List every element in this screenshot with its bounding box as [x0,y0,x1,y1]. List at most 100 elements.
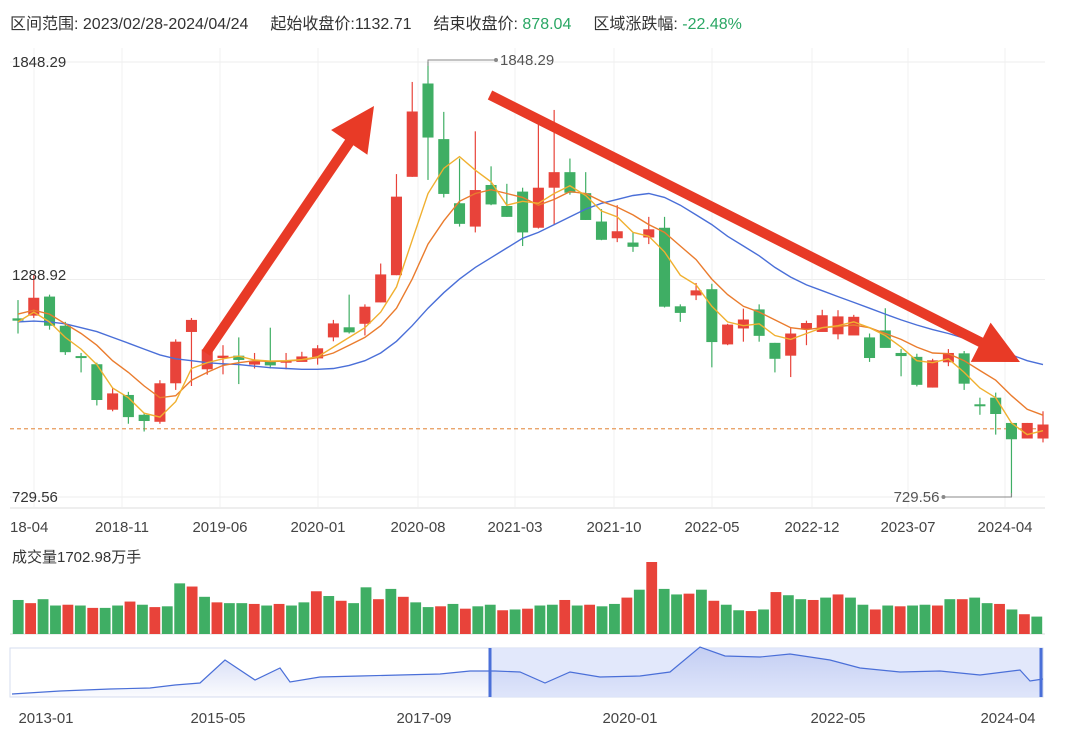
candle-body [548,172,560,188]
volume-bar-75 [944,599,956,634]
volume-bar-78 [981,603,993,634]
candle-body [185,319,197,332]
volume-bar-10 [137,604,148,634]
nav-label-4: 2022-05 [810,710,865,727]
candle-body [12,318,24,321]
candle-body [122,394,134,418]
candle-37 [595,209,607,241]
volume-bar-40 [509,609,521,634]
candle-8 [138,412,150,432]
max-leader-line [427,59,496,66]
change-value: -22.48% [682,16,742,33]
range-navigator[interactable] [9,646,1044,698]
candle-body [785,333,797,356]
nav-label-1: 2015-05 [190,710,245,727]
volume-bar-4 [62,604,74,634]
candle-30 [485,166,497,206]
candle-body [1021,422,1033,439]
volume-bar-49 [621,597,633,634]
volume-bar-18 [236,603,248,634]
volume-bar-39 [497,610,509,634]
volume-bar-82 [1031,616,1043,634]
volume-bar-64 [807,599,819,634]
volume-bar-19 [248,603,260,634]
candle-16 [264,327,276,369]
candle-body [107,393,119,410]
volume-bar-37 [472,606,484,634]
range-info: 区间范围: 2023/02/28-2024/04/24 [10,10,248,34]
candle-49 [785,328,797,378]
candle-63 [1005,422,1017,497]
volume-bar-80 [1006,609,1018,634]
candle-body [264,361,276,366]
candle-28 [454,158,466,227]
candle-body [769,342,781,359]
volume-bar-17 [223,603,235,634]
candle-5 [91,362,103,406]
candle-body [1037,424,1049,439]
candle-body [942,352,954,363]
candle-59 [942,349,954,367]
x-label-3: 2020-01 [290,519,345,536]
volume-bar-63 [795,599,807,634]
volume-bar-13 [174,583,186,634]
volume-bar-27 [348,603,360,634]
x-label-5: 2021-03 [487,519,542,536]
candle-body [75,356,87,359]
volume-bar-25 [323,596,335,634]
nav-label-5: 2024-04 [980,710,1035,727]
candle-62 [990,392,1002,435]
volume-bar-67 [845,597,856,634]
candle-body [327,323,339,338]
candle-24 [390,174,402,276]
volume-bar-32 [410,602,422,634]
volume-bar-24 [310,591,322,634]
volume-bar-53 [671,594,682,634]
candle-body [359,306,371,324]
volume-bar-14 [186,586,198,634]
max-dot [494,58,498,62]
candle-20 [327,319,339,342]
start-close-value: 1132.71 [354,16,412,33]
volume-bar-41 [522,608,533,634]
candle-body [627,242,639,247]
volume-bar-54 [683,593,695,634]
volume-bar-81 [1018,614,1030,634]
volume-bars [10,562,1045,635]
volume-bar-26 [335,600,347,634]
candle-60 [958,351,970,390]
candle-31 [501,183,513,217]
candle-body [138,414,150,422]
volume-bar-56 [708,600,720,634]
end-close-info: 结束收盘价: 878.04 [434,10,572,34]
candle-body [375,274,387,303]
candle-body [990,397,1002,415]
volume-bar-38 [484,604,496,634]
moving-averages [17,155,1044,436]
volume-label: 成交量1702.98万手 [12,548,141,566]
end-close-value: 878.04 [522,16,572,33]
nav-label-3: 2020-01 [602,710,657,727]
arrow-shape [487,90,1020,362]
candle-48 [769,342,781,373]
nav-label-2: 2017-09 [396,710,451,727]
volume-bar-71 [894,606,906,634]
volume-bar-77 [969,597,981,634]
candle-body [706,289,718,343]
volume-bar-65 [820,597,832,634]
volume-bar-72 [907,605,918,634]
candle-body [343,327,355,333]
x-label-1: 2018-11 [95,519,149,536]
volume-bar-20 [261,605,273,634]
y-axis-labels: 1848.29 1288.92 729.56 [12,54,66,506]
candle-body [800,323,812,330]
volume-bar-50 [633,589,645,634]
volume-bar-70 [882,605,894,634]
candle-23 [375,263,387,303]
candle-27 [438,111,450,198]
candle-56 [895,349,907,377]
extreme-annotations: 1848.29 729.56 [427,52,1012,506]
volume-bar-47 [596,606,608,634]
volume-bar-15 [199,596,210,634]
